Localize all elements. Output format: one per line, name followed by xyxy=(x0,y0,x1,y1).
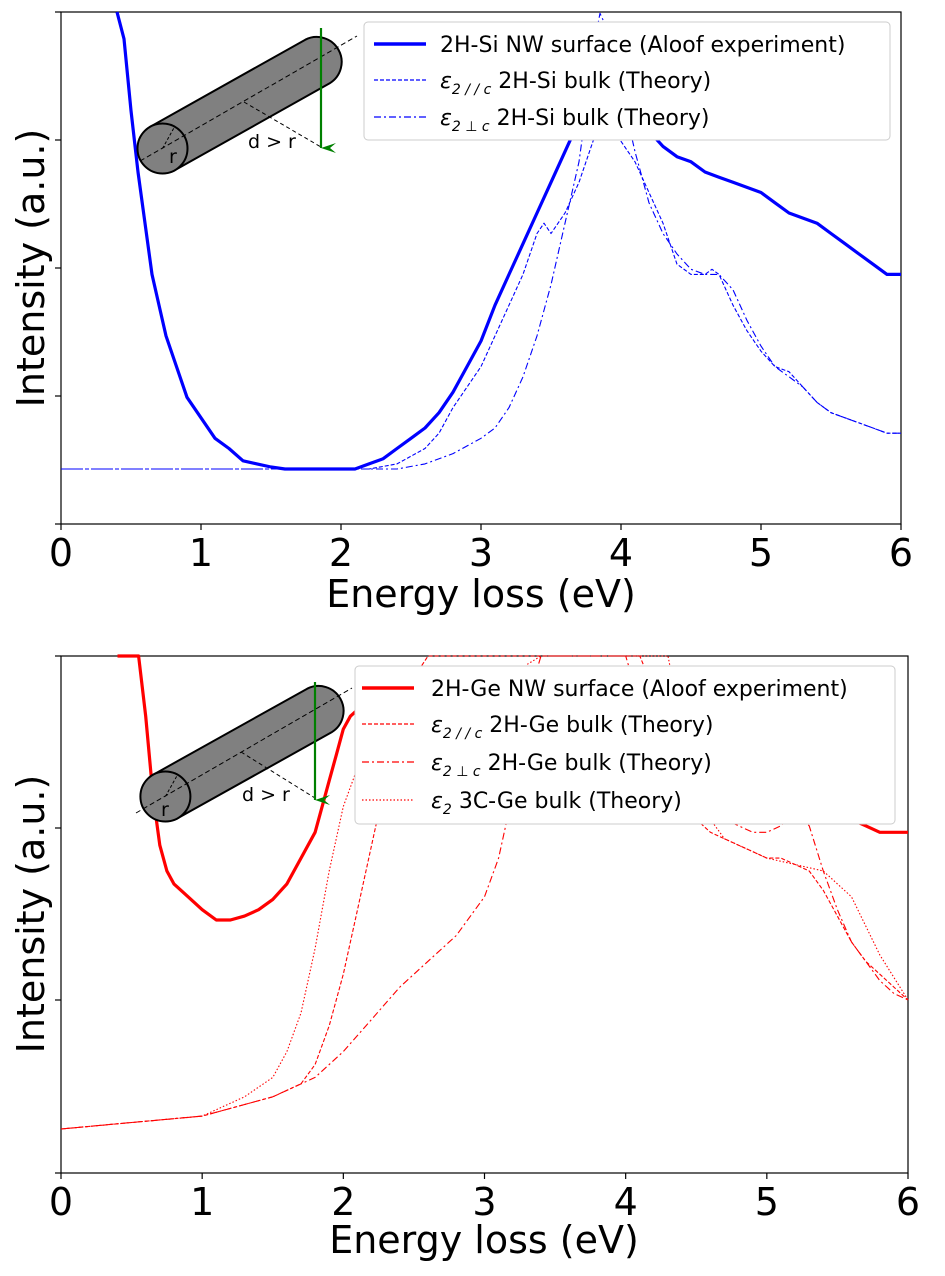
series-line-solid xyxy=(115,11,901,471)
x-tick-label: 4 xyxy=(609,531,633,575)
legend-box xyxy=(354,665,896,825)
legend-label: 2H-Ge NW surface (Aloof experiment) xyxy=(431,677,848,702)
radius-label: r xyxy=(161,799,169,821)
x-tick-label: 6 xyxy=(896,1180,920,1224)
x-axis-label: Energy loss (eV) xyxy=(329,1218,639,1262)
distance-line xyxy=(240,751,316,799)
y-axis-ticks xyxy=(55,11,61,525)
chart-si: 0 1 2 3 4 5 6 Energy loss (eV) Intensity (a.u.… xyxy=(9,11,913,616)
nanowire-axis xyxy=(135,687,353,814)
legend-label: ε2 3C-Ge bulk (Theory) xyxy=(431,789,682,818)
nanowire-inset: r d > r xyxy=(136,28,358,175)
x-axis-label: Energy loss (eV) xyxy=(326,572,636,616)
legend-label: ε2 / / c 2H-Si bulk (Theory) xyxy=(440,69,711,98)
radius-line xyxy=(162,125,176,149)
legend-label: 2H-Si NW surface (Aloof experiment) xyxy=(440,33,845,58)
x-axis-ticks: 0 1 2 3 4 5 6 xyxy=(49,1173,920,1224)
x-tick-label: 6 xyxy=(889,531,913,575)
x-tick-label: 1 xyxy=(189,531,213,575)
x-tick-label: 2 xyxy=(329,531,353,575)
legend: 2H-Si NW surface (Aloof experiment) ε2 /… xyxy=(363,21,891,141)
nanowire-inset: r d > r xyxy=(135,682,353,823)
x-tick-label: 3 xyxy=(472,1180,496,1224)
chart-ge: 0 1 2 3 4 5 6 Energy loss (eV) Intensity (a.u.… xyxy=(9,654,920,1262)
x-tick-label: 1 xyxy=(190,1180,214,1224)
series-line-dashdot xyxy=(60,655,909,1130)
legend-label: ε2 / / c 2H-Ge bulk (Theory) xyxy=(431,713,714,742)
series-line-dashdot xyxy=(61,12,901,470)
y-axis-ticks xyxy=(55,655,61,1174)
legend: 2H-Ge NW surface (Aloof experiment) ε2 /… xyxy=(354,665,896,825)
legend-label: ε2 ⊥ c 2H-Ge bulk (Theory) xyxy=(431,751,712,780)
distance-label: d > r xyxy=(242,784,290,806)
radius-line xyxy=(164,773,179,797)
radius-label: r xyxy=(169,146,177,168)
x-tick-label: 5 xyxy=(755,1180,779,1224)
series-line-dashed xyxy=(60,655,909,1130)
y-axis-label: Intensity (a.u.) xyxy=(9,775,53,1054)
series-line-dashed xyxy=(61,112,901,470)
y-axis-label: Intensity (a.u.) xyxy=(9,129,53,408)
x-tick-label: 5 xyxy=(749,531,773,575)
series-line-dotted xyxy=(60,655,909,1130)
legend-label: ε2 ⊥ c 2H-Si bulk (Theory) xyxy=(440,106,710,135)
x-tick-label: 2 xyxy=(331,1180,355,1224)
distance-line xyxy=(243,101,322,148)
legend-box xyxy=(363,21,891,141)
x-tick-label: 0 xyxy=(49,531,73,575)
x-tick-label: 0 xyxy=(49,1180,73,1224)
x-tick-label: 3 xyxy=(469,531,493,575)
distance-label: d > r xyxy=(248,131,296,153)
x-axis-ticks: 0 1 2 3 4 5 6 xyxy=(49,524,913,575)
x-tick-label: 4 xyxy=(614,1180,638,1224)
